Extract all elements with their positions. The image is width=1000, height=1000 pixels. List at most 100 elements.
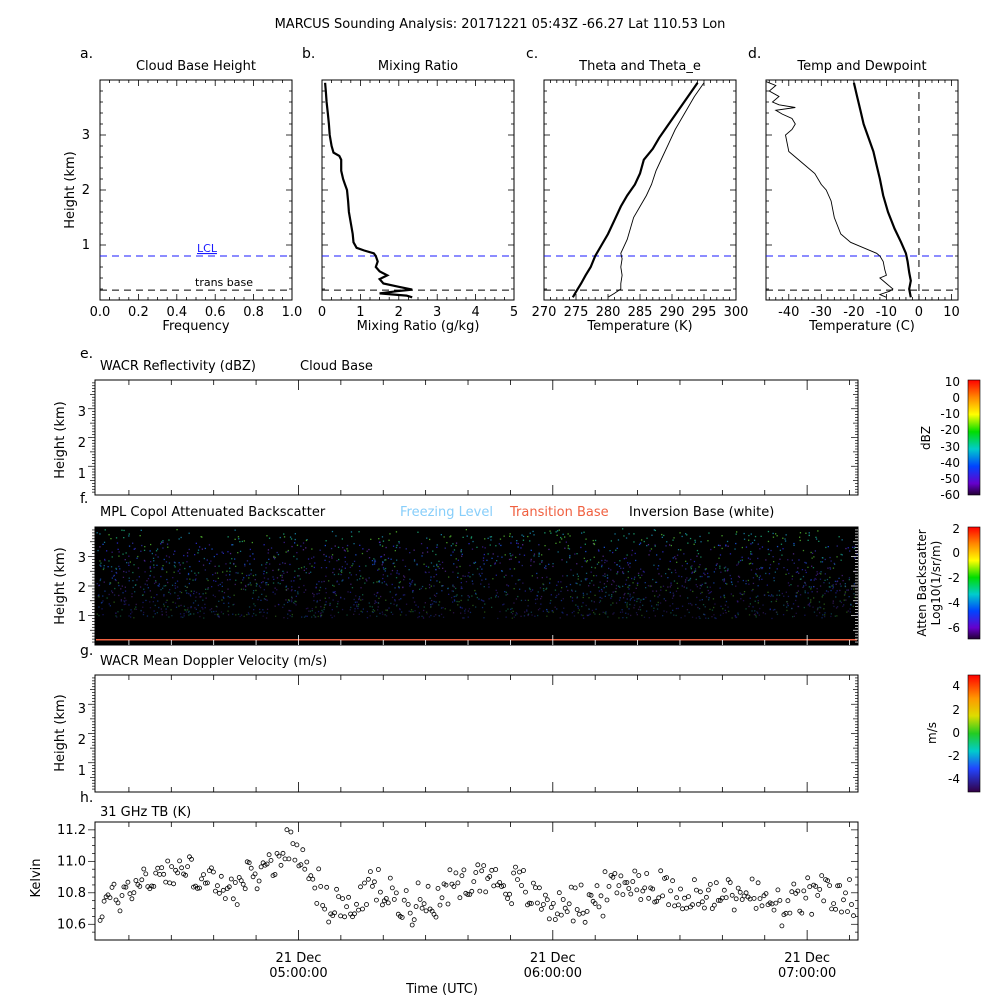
panel-f-speckle-dot — [795, 612, 797, 614]
panel-f-speckle-dot — [465, 581, 468, 583]
panel-f-speckle-dot — [753, 539, 756, 541]
panel-f-speckle-dot — [187, 611, 190, 613]
panel-f-speckle-dot — [308, 610, 310, 612]
panel-f-speckle-dot — [752, 606, 754, 608]
panel-h-point — [415, 880, 421, 886]
panel-f-speckle-dot — [398, 542, 400, 544]
panel-f-speckle-dot — [201, 548, 203, 550]
panel-f-speckle-dot — [472, 540, 474, 543]
panel-h-point — [588, 892, 594, 898]
panel-h-point — [354, 901, 359, 907]
panel-f-speckle-dot — [804, 590, 806, 592]
panel-h-point — [230, 896, 236, 902]
panel-f-speckle-dot — [483, 600, 485, 602]
panel-f-speckle-dot — [162, 540, 164, 542]
panel-f-speckle-dot — [374, 559, 376, 561]
panel-f-speckle-dot — [248, 577, 250, 579]
panel-f-speckle-dot — [615, 587, 617, 590]
panel-g: g. WACR Mean Doppler Velocity (m/s) 1 2 … — [53, 643, 981, 793]
panel-f-speckle-dot — [149, 601, 151, 603]
panel-f-speckle-dot — [113, 601, 115, 603]
panel-f-speckle-dot — [186, 592, 188, 594]
panel-f-speckle-dot — [521, 534, 523, 536]
panel-f-speckle-dot — [705, 617, 707, 619]
panel-f-speckle-dot — [497, 596, 499, 598]
panel-f-speckle-dot — [444, 608, 446, 610]
panel-f-speckle-dot — [287, 599, 290, 601]
panel-f-speckle-dot — [134, 591, 136, 593]
panel-f-speckle-dot — [701, 575, 703, 578]
panel-f-speckle-dot — [455, 544, 457, 547]
panel-f-speckle-dot — [656, 554, 658, 556]
panel-f-speckle-dot — [662, 551, 664, 553]
panel-f-speckle-dot — [295, 600, 297, 603]
panel-f-speckle-dot — [433, 576, 435, 578]
panel-f-speckle-dot — [195, 591, 198, 594]
panel-h-xtick-0-line2: 05:00:00 — [269, 966, 327, 981]
panel-f-speckle-dot — [248, 583, 250, 585]
panel-f-speckle-dot — [761, 567, 764, 569]
panel-f-speckle-dot — [293, 602, 295, 604]
panel-f-speckle-dot — [207, 588, 209, 590]
panel-f-speckle-dot — [293, 555, 295, 558]
panel-f-speckle-dot — [330, 614, 332, 616]
panel-f-speckle-dot — [358, 598, 360, 600]
panel-f-speckle-dot — [856, 602, 858, 604]
panel-h-point — [185, 864, 191, 869]
panel-f-speckle-dot — [585, 604, 587, 607]
panel-f-speckle-dot — [240, 588, 243, 590]
panel-f-speckle-dot — [546, 587, 548, 589]
panel-f-speckle-dot — [708, 592, 710, 595]
panel-f-speckle-dot — [824, 558, 826, 561]
panel-h-point — [256, 878, 262, 884]
panel-f-speckle-dot — [736, 564, 738, 566]
panel-f-speckle-dot — [453, 549, 456, 551]
panel-f-speckle-dot — [323, 606, 325, 609]
panel-f-speckle-dot — [395, 577, 398, 579]
panel-f-speckle-dot — [333, 591, 335, 594]
panel-f-speckle-dot — [776, 568, 778, 570]
panel-f-speckle-dot — [282, 606, 284, 608]
panel-f-speckle-dot — [598, 586, 600, 589]
panel-f-speckle-dot — [328, 561, 331, 563]
panel-f-speckle-dot — [562, 598, 564, 600]
panel-f-speckle-dot — [635, 559, 637, 562]
panel-a-yticklabels: 1 2 3 — [82, 128, 90, 253]
panel-h-point — [704, 894, 709, 900]
panel-f-speckle-dot — [323, 608, 325, 611]
panel-f-speckle-dot — [824, 573, 826, 575]
panel-f-speckle-dot — [723, 594, 725, 596]
panel-f-speckle-dot — [101, 608, 103, 610]
panel-f-speckle-dot — [707, 589, 709, 592]
panel-f-speckle-dot — [193, 590, 195, 592]
panel-f-speckle-dot — [535, 602, 537, 605]
panel-f-speckle-dot — [588, 608, 590, 610]
panel-f-speckle-dot — [750, 533, 752, 535]
panel-f-speckle-dot — [717, 544, 720, 546]
panel-f-speckle-dot — [111, 577, 113, 579]
panel-f-speckle-dot — [503, 535, 505, 537]
panel-f-speckle-dot — [285, 551, 287, 553]
panel-f-speckle-dot — [591, 609, 594, 612]
figure-title: MARCUS Sounding Analysis: 20171221 05:43… — [275, 17, 726, 32]
panel-h-point — [694, 887, 699, 893]
panel-f-speckle-dot — [768, 553, 770, 555]
panel-f-speckle-dot — [374, 602, 376, 605]
panel-f-speckle-dot — [734, 548, 736, 550]
panel-h-point — [707, 882, 713, 887]
panel-f-speckle-dot — [347, 591, 349, 593]
panel-f-speckle-dot — [601, 564, 603, 566]
panel-c: c. Theta and Theta_e 270 275 280 285 290… — [526, 46, 748, 334]
panel-f-speckle-dot — [274, 605, 276, 607]
panel-f-speckle-dot — [212, 594, 214, 596]
panel-f-speckle-dot — [625, 612, 627, 614]
panel-f-speckle-dot — [318, 580, 320, 583]
panel-f-speckle-dot — [604, 612, 606, 614]
panel-f-speckle-dot — [818, 601, 821, 603]
panel-f-speckle-dot — [472, 573, 474, 576]
panel-f-speckle-dot — [466, 535, 468, 537]
panel-f-speckle-dot — [430, 606, 432, 608]
panel-f-speckle-dot — [544, 545, 546, 547]
panel-f-speckle-dot — [311, 548, 313, 550]
panel-f-speckle-dot — [237, 536, 240, 538]
